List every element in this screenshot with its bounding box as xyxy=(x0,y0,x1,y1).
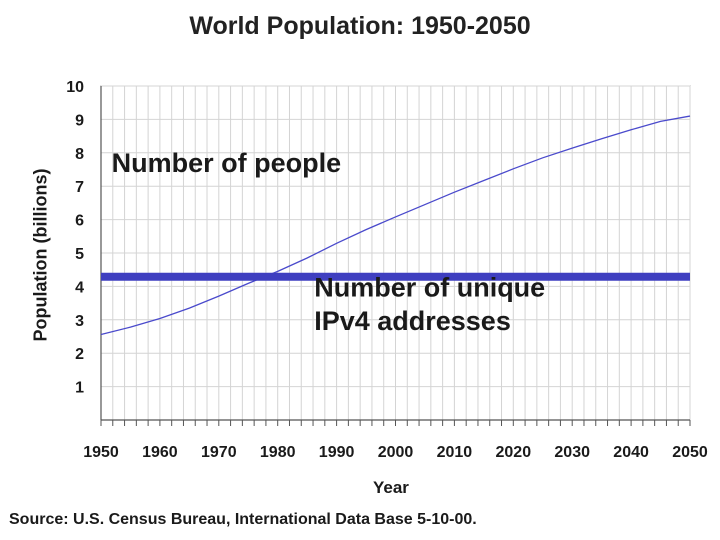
y-tick-label: 2 xyxy=(75,346,84,363)
x-tick-label: 2050 xyxy=(672,444,708,461)
chart-title: World Population: 1950-2050 xyxy=(189,12,531,40)
x-tick-label: 2010 xyxy=(437,444,473,461)
series-line-people xyxy=(100,115,691,336)
x-axis-label-text: Year xyxy=(373,478,409,497)
x-tick-label: 2000 xyxy=(378,444,414,461)
x-tick-label: 2020 xyxy=(496,444,532,461)
x-tick-label: 2030 xyxy=(554,444,590,461)
y-tick-label: 9 xyxy=(75,112,84,129)
source-note: Source: U.S. Census Bureau, Internationa… xyxy=(9,511,477,528)
x-tick-label: 1960 xyxy=(142,444,178,461)
y-tick-label: 3 xyxy=(75,313,84,330)
annotation-people: Number of people xyxy=(112,148,342,178)
y-tick-label: 1 xyxy=(75,380,84,397)
x-tick-label: 2040 xyxy=(613,444,649,461)
annotation-ipv4-line2: IPv4 addresses xyxy=(314,306,511,336)
x-tick-label: 1980 xyxy=(260,444,296,461)
x-tick-label: 1990 xyxy=(319,444,355,461)
y-tick-label: 10 xyxy=(66,79,84,96)
y-tick-label: 8 xyxy=(75,146,84,163)
annotation-ipv4-line1: Number of unique xyxy=(314,272,545,302)
y-tick-label: 5 xyxy=(75,246,84,263)
x-tick-label: 1950 xyxy=(83,444,119,461)
y-tick-label: 7 xyxy=(75,179,84,196)
y-tick-label: 6 xyxy=(75,213,84,230)
y-tick-label: 4 xyxy=(75,279,84,296)
x-tick-label: 1970 xyxy=(201,444,237,461)
